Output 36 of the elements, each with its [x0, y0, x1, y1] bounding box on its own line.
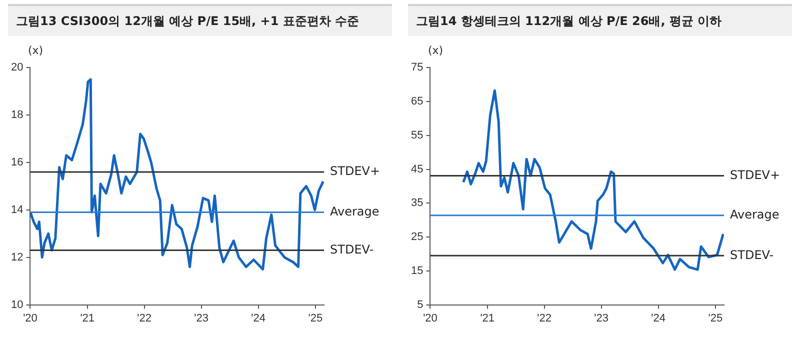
- x-tick-label: '24: [651, 312, 666, 324]
- x-tick-label: '22: [137, 312, 152, 324]
- y-tick-label: 55: [410, 129, 424, 142]
- ref-line-label: Average: [730, 207, 780, 222]
- y-tick-label: 18: [10, 109, 24, 122]
- y-axis-title: (x): [428, 44, 444, 58]
- ref-line-label: STDEV+: [330, 164, 380, 178]
- x-tick-label: '23: [594, 312, 608, 324]
- y-tick-label: 12: [10, 251, 24, 264]
- y-tick-label: 25: [410, 231, 424, 244]
- ref-line-label: STDEV-: [330, 242, 374, 256]
- y-axis-title: (x): [28, 44, 44, 58]
- y-tick-label: 45: [410, 163, 424, 176]
- ref-line-label: STDEV+: [730, 168, 780, 182]
- x-tick-label: '22: [537, 312, 552, 324]
- ref-line-label: Average: [330, 204, 380, 218]
- x-tick-label: '20: [23, 312, 38, 324]
- y-tick-label: 65: [410, 96, 424, 108]
- x-tick-label: '25: [308, 312, 323, 324]
- chart-title: 그림14 항셍테크의 112개월 예상 P/E 26배, 평균 이하: [408, 4, 792, 36]
- y-tick-label: 75: [410, 62, 424, 74]
- x-tick-label: '23: [194, 312, 208, 324]
- y-tick-label: 35: [410, 197, 424, 210]
- ref-line-label: STDEV-: [730, 248, 774, 262]
- y-tick-label: 20: [10, 62, 24, 74]
- chart-title: 그림13 CSI300의 12개월 예상 P/E 15배, +1 표준편차 수준: [8, 4, 392, 36]
- x-tick-label: '21: [80, 312, 95, 324]
- x-tick-label: '20: [423, 312, 438, 324]
- x-tick-label: '25: [708, 312, 723, 324]
- y-tick-label: 10: [10, 298, 24, 311]
- x-tick-label: '24: [251, 312, 266, 324]
- y-tick-label: 5: [417, 298, 424, 311]
- y-tick-label: 14: [10, 204, 24, 216]
- y-tick-label: 16: [10, 156, 24, 169]
- x-tick-label: '21: [480, 312, 495, 324]
- y-tick-label: 15: [410, 264, 424, 277]
